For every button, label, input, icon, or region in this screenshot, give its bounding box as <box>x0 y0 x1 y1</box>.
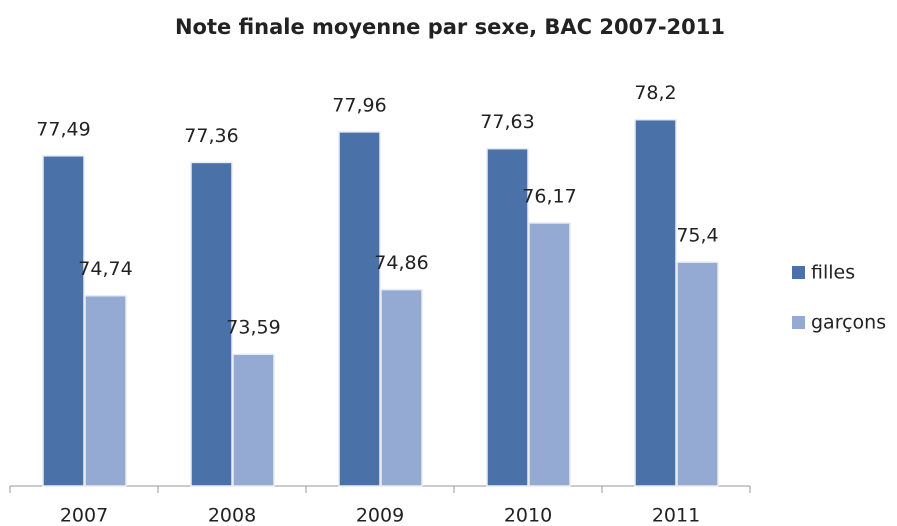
data-label: 77,49 <box>36 118 90 140</box>
bar <box>190 161 233 487</box>
x-tick-label: 2009 <box>356 505 404 526</box>
bar <box>380 288 423 487</box>
legend-swatch <box>792 316 805 329</box>
bar <box>42 155 85 487</box>
legend-label: filles <box>811 262 855 284</box>
legend-label: garçons <box>811 312 886 334</box>
data-label: 75,4 <box>676 225 718 247</box>
bar <box>84 294 127 487</box>
x-tick-label: 2007 <box>60 505 108 526</box>
data-label: 74,74 <box>78 258 132 280</box>
x-tick-label: 2011 <box>652 505 700 526</box>
bar <box>634 118 677 487</box>
bar <box>486 147 529 487</box>
data-label: 78,2 <box>634 82 676 104</box>
x-tick-label: 2008 <box>208 505 256 526</box>
x-tick-label: 2010 <box>504 505 552 526</box>
data-label: 77,36 <box>184 125 238 147</box>
bar <box>528 222 571 487</box>
data-label: 77,96 <box>332 94 386 116</box>
legend-swatch <box>792 266 805 279</box>
bar <box>232 353 275 487</box>
data-label: 77,63 <box>480 111 534 133</box>
data-label: 73,59 <box>226 317 280 339</box>
data-label: 76,17 <box>522 185 576 207</box>
chart-title: Note finale moyenne par sexe, BAC 2007-2… <box>175 15 725 39</box>
data-label: 74,86 <box>374 252 428 274</box>
bar <box>338 131 381 487</box>
bar <box>676 261 719 487</box>
